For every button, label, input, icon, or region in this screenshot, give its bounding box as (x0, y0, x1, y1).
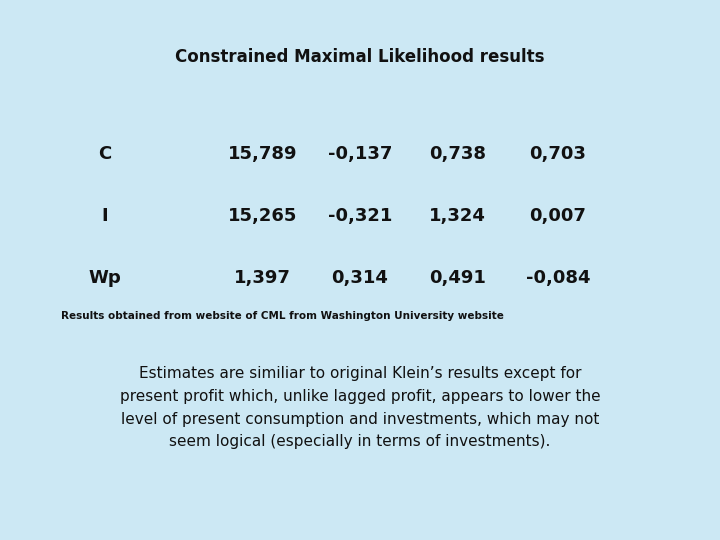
Text: C: C (98, 145, 111, 163)
Text: 0,491: 0,491 (429, 269, 485, 287)
Text: Constrained Maximal Likelihood results: Constrained Maximal Likelihood results (175, 48, 545, 66)
Text: I: I (101, 207, 108, 225)
Text: 0,314: 0,314 (332, 269, 388, 287)
Text: 15,789: 15,789 (228, 145, 297, 163)
Text: -0,137: -0,137 (328, 145, 392, 163)
Text: 1,324: 1,324 (429, 207, 485, 225)
Text: 0,007: 0,007 (530, 207, 586, 225)
Text: 0,703: 0,703 (530, 145, 586, 163)
Text: Wp: Wp (88, 269, 121, 287)
Text: 15,265: 15,265 (228, 207, 297, 225)
Text: -0,084: -0,084 (526, 269, 590, 287)
Text: 1,397: 1,397 (235, 269, 291, 287)
Text: 0,738: 0,738 (428, 145, 486, 163)
Text: -0,321: -0,321 (328, 207, 392, 225)
Text: Estimates are similiar to original Klein’s results except for
present profit whi: Estimates are similiar to original Klein… (120, 366, 600, 449)
Text: Results obtained from website of CML from Washington University website: Results obtained from website of CML fro… (61, 311, 504, 321)
